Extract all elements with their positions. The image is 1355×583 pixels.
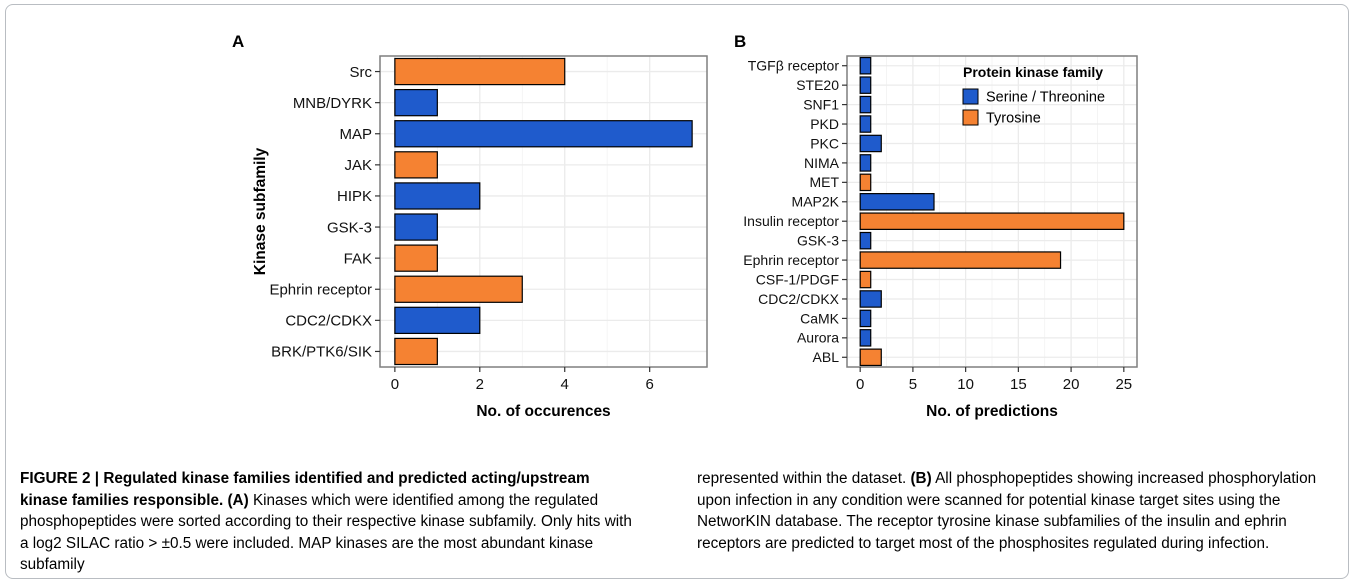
- caption-right-column: represented within the dataset. (B) All …: [697, 468, 1317, 554]
- legend-swatch: [962, 88, 979, 105]
- x-tick-label: 10: [957, 376, 974, 393]
- y-tick-label: STE20: [796, 77, 839, 93]
- figure-charts: Src MNB/DYRK MAP JAK HIPK GSK-3 FAK Ephrin rece…: [232, 32, 1138, 420]
- bar: [859, 270, 872, 289]
- y-tick-label: NIMA: [804, 155, 840, 171]
- y-tick-label: SNF1: [803, 96, 839, 112]
- y-tick-label: CaMK: [800, 310, 840, 326]
- caption-run: Kinases which were identified among the …: [20, 491, 632, 574]
- bar: [394, 57, 566, 86]
- bar: [859, 173, 872, 192]
- x-axis-title: No. of occurences: [476, 403, 610, 420]
- y-tick-label: MAP2K: [792, 194, 840, 210]
- legend-label: Serine / Threonine: [986, 90, 1105, 106]
- caption-run: All phosphopeptides showing increased ph…: [697, 470, 1317, 552]
- caption-run: represented within the dataset.: [697, 470, 911, 487]
- bar: [859, 76, 872, 94]
- y-tick-label: CDC2/CDKX: [285, 313, 372, 330]
- bar: [394, 120, 693, 148]
- legend-swatch: [962, 109, 979, 126]
- legend-title: Protein kinase family: [963, 64, 1103, 80]
- bar: [394, 213, 438, 241]
- bar: [394, 306, 481, 335]
- panel-label: B: [734, 32, 746, 51]
- x-tick-label: 6: [645, 376, 653, 393]
- bar: [394, 337, 438, 366]
- y-tick-label: MET: [809, 174, 839, 190]
- bar: [394, 88, 438, 117]
- y-tick-label: Ephrin receptor: [269, 282, 372, 299]
- y-tick-label: Ephrin receptor: [743, 252, 839, 268]
- panel-border: [846, 55, 1138, 368]
- bar: [859, 134, 882, 153]
- bar: [859, 154, 872, 172]
- y-tick-label: GSK-3: [797, 233, 839, 249]
- bar: [859, 212, 1125, 230]
- x-tick-label: 5: [909, 376, 917, 393]
- caption-text: FIGURE 2 | Regulated kinase families ide…: [20, 468, 640, 576]
- caption-left-column: FIGURE 2 | Regulated kinase families ide…: [20, 468, 640, 576]
- figure-frame: [5, 4, 1349, 579]
- y-tick-label: MNB/DYRK: [293, 95, 372, 112]
- y-tick-label: Src: [350, 64, 373, 81]
- bar: [394, 182, 481, 210]
- caption-bold-run: FIGURE 2 | Regulated kinase families ide…: [20, 470, 590, 509]
- x-tick-label: 4: [561, 376, 569, 393]
- bar: [859, 231, 872, 250]
- bar: [394, 151, 438, 179]
- y-tick-label: PKD: [810, 116, 839, 132]
- y-tick-label: CDC2/CDKX: [758, 291, 840, 307]
- panel-a: Src MNB/DYRK MAP JAK HIPK GSK-3 FAK Ephrin rece…: [232, 32, 708, 420]
- caption-text: represented within the dataset. (B) All …: [697, 468, 1317, 554]
- y-tick-label: JAK: [344, 157, 372, 174]
- panel-border: [379, 55, 708, 368]
- caption-bold-run: (A): [227, 491, 249, 509]
- x-tick-label: 2: [476, 376, 484, 393]
- legend: Protein kinase family Serine / Threonine T…: [962, 64, 1105, 127]
- caption-bold-run: (B): [910, 470, 932, 487]
- y-tick-label: PKC: [810, 135, 839, 151]
- bar: [859, 56, 872, 75]
- bar: [859, 193, 935, 211]
- x-tick-label: 25: [1115, 376, 1132, 393]
- y-tick-label: MAP: [339, 126, 372, 143]
- bar: [394, 275, 523, 303]
- bar: [859, 329, 872, 347]
- y-tick-label: FAK: [344, 250, 372, 267]
- legend-label: Tyrosine: [986, 111, 1041, 127]
- y-axis-title: Kinase subfamily: [252, 147, 269, 275]
- x-tick-label: 0: [856, 376, 864, 393]
- x-axis-title: No. of predictions: [926, 403, 1058, 420]
- panel-b: TGFβ receptor STE20 SNF1 PKD PKC NIMA MET MAP2K…: [734, 32, 1138, 420]
- y-tick-label: Insulin receptor: [743, 213, 839, 229]
- x-tick-label: 20: [1063, 376, 1080, 393]
- bar: [859, 309, 872, 328]
- bar: [859, 95, 872, 114]
- y-tick-label: BRK/PTK6/SIK: [271, 344, 372, 361]
- bar: [394, 244, 438, 272]
- y-tick-label: HIPK: [337, 188, 372, 205]
- x-tick-label: 0: [391, 376, 399, 393]
- bar: [859, 251, 1062, 269]
- y-tick-label: GSK-3: [327, 219, 372, 236]
- y-tick-label: Aurora: [797, 330, 839, 346]
- bar: [859, 115, 872, 133]
- bar: [859, 290, 882, 308]
- y-tick-label: CSF-1/PDGF: [756, 271, 839, 287]
- x-tick-label: 15: [1010, 376, 1027, 393]
- y-tick-label: TGFβ receptor: [748, 58, 840, 74]
- bar: [859, 348, 882, 367]
- panel-label: A: [232, 32, 244, 51]
- y-tick-label: ABL: [813, 349, 840, 365]
